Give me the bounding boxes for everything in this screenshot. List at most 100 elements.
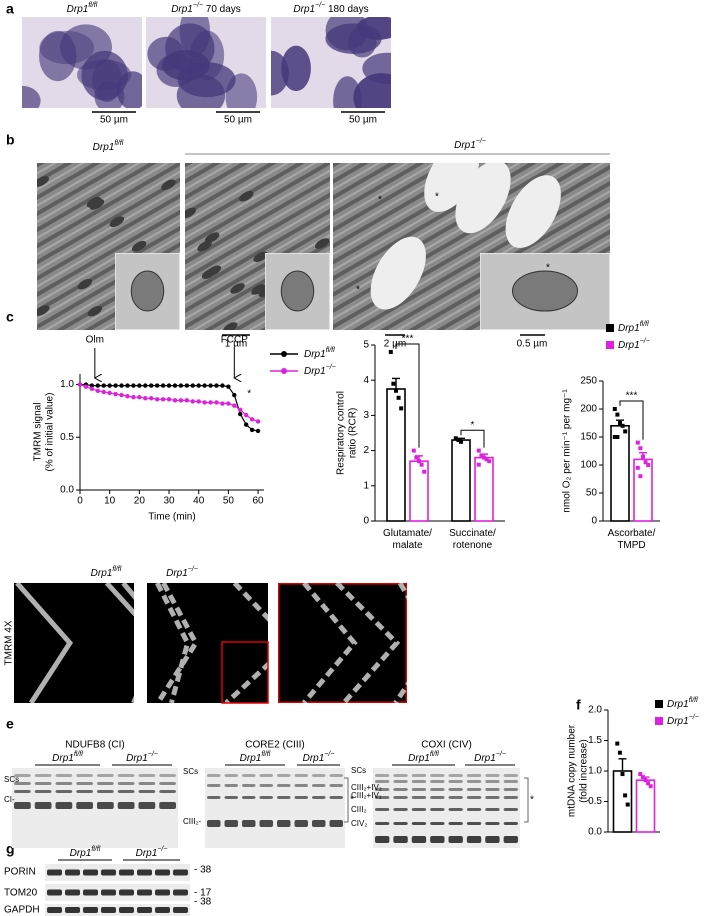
band [55, 790, 73, 793]
data-point [391, 381, 396, 386]
band [448, 808, 463, 811]
y-axis-label: Respiratory control [336, 391, 347, 475]
band [430, 796, 445, 799]
band [14, 774, 31, 777]
mitochondrion [87, 305, 103, 317]
band-mark: * [530, 795, 534, 806]
fiber [22, 85, 41, 108]
band [155, 869, 170, 876]
y-tick-label: 0.5 [60, 432, 74, 443]
legend-label: Drp1fl/fl [304, 347, 335, 360]
histology-image [146, 17, 266, 108]
x-axis-label: Time (min) [148, 512, 195, 523]
inset-mito [130, 270, 165, 312]
group-label: Drp1fl/fl [240, 751, 271, 764]
panel-letter: g [6, 841, 15, 857]
data-point [417, 459, 421, 464]
band-label: CI- [4, 795, 15, 804]
data-point [396, 395, 401, 400]
data-point [638, 446, 643, 451]
band [224, 820, 238, 827]
em-inset [265, 253, 330, 330]
data-point [113, 383, 118, 388]
band [312, 796, 326, 799]
mitochondrion [37, 305, 50, 316]
data-point [131, 395, 136, 400]
tmrm-image [147, 583, 268, 703]
legend-label: Drp1−/− [304, 364, 336, 377]
histology-image [22, 17, 142, 108]
data-point [249, 427, 255, 433]
legend-marker [606, 324, 614, 332]
band [207, 820, 221, 827]
band [34, 790, 52, 793]
series-line [80, 383, 259, 432]
x-tick-label: 10 [104, 496, 116, 507]
em-star: * [378, 195, 382, 206]
band [430, 808, 445, 811]
panel-letter: e [6, 716, 14, 732]
data-point [172, 383, 178, 388]
band [155, 907, 170, 913]
blot-image [12, 768, 178, 848]
y-tick-label: 1 [363, 480, 369, 491]
data-point [411, 448, 416, 453]
data-point [612, 435, 617, 439]
band [47, 907, 62, 913]
data-point [143, 396, 148, 401]
image-bg [278, 583, 407, 703]
x-tick-label: Ascorbate/TMPD [608, 528, 656, 551]
data-point [635, 440, 640, 445]
y-tick-label: 1.0 [588, 766, 602, 777]
y-tick-label: 100 [580, 460, 597, 471]
y-tick-label: 2.0 [588, 705, 602, 716]
band [466, 774, 482, 777]
band-label: CIV₂ [351, 819, 367, 828]
band [503, 836, 518, 843]
band [393, 822, 408, 825]
band [277, 774, 291, 777]
band [411, 822, 427, 825]
band [65, 907, 80, 913]
mitochondrion [204, 232, 220, 243]
em-star: * [546, 263, 550, 274]
band [55, 802, 73, 809]
band [242, 774, 256, 777]
band [119, 889, 134, 896]
data-point [643, 460, 648, 465]
band [466, 796, 482, 799]
band [375, 822, 390, 825]
data-point [95, 388, 101, 394]
group-label: Drp1−/− [474, 751, 506, 764]
data-point [131, 383, 136, 388]
band [119, 869, 134, 876]
blot-bg [45, 904, 190, 916]
band [138, 790, 156, 793]
band [14, 782, 31, 785]
fiber [94, 81, 125, 108]
data-point [154, 383, 160, 388]
image-label: Drp1−/− 180 days [293, 2, 368, 15]
scale-label: 0.5 µm [517, 339, 548, 350]
band [312, 784, 326, 787]
band [485, 774, 500, 777]
band [375, 808, 390, 811]
data-point [166, 397, 172, 402]
data-point [178, 398, 184, 403]
y-axis-label: nmol O₂ per min⁻¹ per mg⁻¹ [562, 389, 573, 513]
band [83, 889, 98, 896]
scale-label: 2 µm [384, 339, 406, 350]
significance-label: *** [626, 391, 638, 402]
y-tick-label: 1.0 [60, 379, 74, 390]
inset-mito [280, 270, 315, 312]
data-point [125, 393, 130, 399]
band [277, 796, 291, 799]
histology-image [271, 17, 391, 108]
band [485, 788, 500, 791]
data-point [419, 462, 424, 467]
data-point [107, 390, 112, 396]
band [83, 869, 98, 876]
data-point [255, 419, 261, 424]
mitochondrion [239, 190, 254, 202]
fiber [333, 76, 362, 108]
